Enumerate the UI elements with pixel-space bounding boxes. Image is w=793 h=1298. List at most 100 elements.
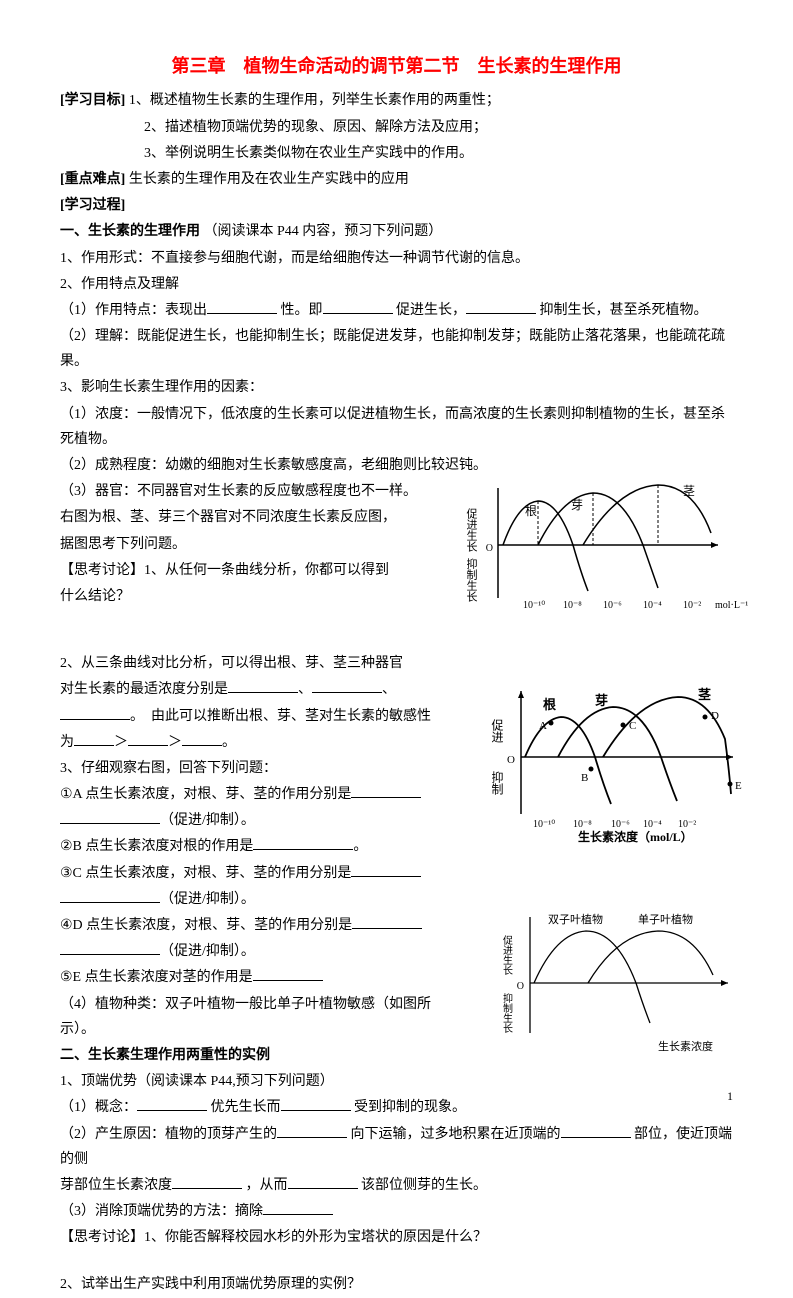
s2-1-3a: （3）消除顶端优势的方法：摘除 [60,1204,263,1219]
blank[interactable] [60,704,130,720]
blank[interactable] [312,677,382,693]
q3-1b-line: （促进/抑制）。 [60,808,464,833]
blank[interactable] [182,730,222,746]
blank[interactable] [323,298,393,314]
think2-q1: 1、你能否解释校园水杉的外形为宝塔状的原因是什么？ [144,1230,487,1245]
p3: 3、影响生长素生理作用的因素： [60,375,733,400]
svg-text:O: O [507,754,515,766]
svg-text:10⁻⁴: 10⁻⁴ [643,600,662,611]
svg-text:10⁻¹⁰: 10⁻¹⁰ [523,600,545,611]
page-number: 1 [727,1086,733,1108]
think2-label: 【思考讨论】 [60,1230,144,1245]
goal-3: 3、举例说明生长素类似物在农业生产实践中的作用。 [60,141,733,166]
p3-4: （4）植物种类：双子叶植物一般比单子叶植物敏感（如图所示）。 [60,992,464,1042]
think2-q2: 2、试举出生产实践中利用顶端优势原理的实例？ [60,1272,733,1297]
q2-c: 。 由此可以推断出根、芽、茎对生长素的敏感性 [130,709,431,724]
p2: 2、作用特点及理解 [60,272,733,297]
q3-3b: （促进/抑制）。 [160,892,255,907]
svg-text:生长素浓度（mol/L）: 生长素浓度（mol/L） [578,829,693,844]
blank[interactable] [60,939,160,955]
s2-1-1: （1）概念： 优先生长而 受到抑制的现象。 [60,1095,733,1120]
p3-1: （1）浓度：一般情况下，低浓度的生长素可以促进植物生长，而高浓度的生长素则抑制植… [60,402,733,452]
s2-1-3: （3）消除顶端优势的方法：摘除 [60,1199,733,1224]
think1-label: 【思考讨论】 [60,563,144,578]
svg-text:C: C [629,720,636,732]
q3-2-line: ②B 点生长素浓度对根的作用是。 [60,834,464,859]
svg-text:D: D [711,710,719,722]
q2-a: 2、从三条曲线对比分析，可以得出根、芽、茎三种器官 [60,651,464,676]
s2-1-2d: 芽部位生长素浓度 [60,1178,172,1193]
blank[interactable] [172,1173,242,1189]
q3-4a: ④D 点生长素浓度，对根、芽、茎的作用分别是 [60,918,352,933]
blank[interactable] [352,913,422,929]
q3-1a: ①A 点生长素浓度，对根、芽、茎的作用分别是 [60,787,351,802]
svg-text:抑制生长: 抑制生长 [465,557,478,602]
goals-label: [学习目标] [60,93,125,108]
svg-text:茎: 茎 [683,484,695,498]
svg-text:生长素浓度: 生长素浓度 [658,1039,713,1053]
svg-text:O: O [486,543,493,554]
p2-2: （2）理解：既能促进生长，也能抑制生长；既能促进发芽，也能抑制发芽；既能防止落花… [60,324,733,374]
q3-5: ⑤E 点生长素浓度对茎的作用是 [60,970,253,985]
q3-3: ③C 点生长素浓度，对根、芽、茎的作用分别是 [60,861,464,886]
blank[interactable] [281,1095,351,1111]
svg-text:10⁻⁴: 10⁻⁴ [643,819,662,830]
chapter-title: 第三章 植物生命活动的调节第二节 生长素的生理作用 [60,50,733,82]
key-label: [重点难点] [60,172,125,187]
svg-text:芽: 芽 [571,498,583,512]
blank[interactable] [561,1122,631,1138]
p3-fig2: 据图思考下列问题。 [60,532,450,557]
blank[interactable] [277,1122,347,1138]
blank[interactable] [60,808,160,824]
blank[interactable] [137,1095,207,1111]
process-label: [学习过程] [60,193,733,218]
blank[interactable] [74,730,114,746]
svg-text:抑制: 抑制 [490,770,504,795]
chart3-text: ④D 点生长素浓度，对根、芽、茎的作用分别是 （促进/抑制）。 ⑤E 点生长素浓… [60,913,464,1094]
blank[interactable] [207,298,277,314]
q2-b: 对生长素的最适浓度分别是 [60,682,228,697]
chart3-region: ④D 点生长素浓度，对根、芽、茎的作用分别是 （促进/抑制）。 ⑤E 点生长素浓… [60,913,733,1094]
blank[interactable] [351,782,421,798]
svg-text:单子叶植物: 单子叶植物 [638,912,693,926]
chart1-region: （3）器官：不同器官对生长素的反应敏感程度也不一样。 右图为根、茎、芽三个器官对… [60,479,733,650]
svg-text:促进: 促进 [490,719,504,743]
goal-2: 2、描述植物顶端优势的现象、原因、解除方法及应用； [60,115,733,140]
blank[interactable] [60,887,160,903]
blank[interactable] [228,677,298,693]
blank[interactable] [351,861,421,877]
q3-2: ②B 点生长素浓度对根的作用是 [60,839,253,854]
sec2-title: 二、生长素生理作用两重性的实例 [60,1043,464,1068]
think1-q1a: 1、从任何一条曲线分析，你都可以得到 [144,563,389,578]
blank[interactable] [128,730,168,746]
q2-d: 为 [60,735,74,750]
q2-line2: 对生长素的最适浓度分别是、、 [60,677,464,702]
key-points: [重点难点] 生长素的生理作用及在农业生产实践中的应用 [60,167,733,192]
blank[interactable] [288,1173,358,1189]
think1: 【思考讨论】1、从任何一条曲线分析，你都可以得到 [60,558,450,583]
svg-text:10⁻²: 10⁻² [678,819,696,830]
blank[interactable] [263,1199,333,1215]
svg-text:双子叶植物: 双子叶植物 [548,912,603,926]
q3-4b: （促进/抑制）。 [160,944,255,959]
svg-text:B: B [581,772,588,784]
blank[interactable] [253,965,323,981]
s2-1-2a: （2）产生原因：植物的顶芽产生的 [60,1127,277,1142]
svg-text:10⁻⁶: 10⁻⁶ [603,600,622,611]
q3-1b: （促进/抑制）。 [160,813,255,828]
blank[interactable] [466,298,536,314]
sec1-note: （阅读课本 P44 内容，预习下列问题） [204,224,443,239]
chart2-region: 2、从三条曲线对比分析，可以得出根、芽、茎三种器官 对生长素的最适浓度分别是、、… [60,651,733,912]
p3-fig1: 右图为根、茎、芽三个器官对不同浓度生长素反应图， [60,505,450,530]
p2-1b: 性。即 [281,303,323,318]
svg-text:10⁻⁸: 10⁻⁸ [573,819,592,830]
s2-1-2-cont: 芽部位生长素浓度 ，从而 该部位侧芽的生长。 [60,1173,733,1198]
section-1-heading: 一、生长素的生理作用 （阅读课本 P44 内容，预习下列问题） [60,219,733,244]
q2-line3: 。 由此可以推断出根、芽、茎对生长素的敏感性 [60,704,464,729]
s2-1-1b: 优先生长而 [211,1100,281,1115]
s2-1-1a: （1）概念： [60,1100,137,1115]
chart-3: O 促进生长 抑制生长 双子叶植物 单子叶植物 生长素浓度 [498,905,748,1055]
svg-text:10⁻²: 10⁻² [683,600,701,611]
s2-1-2: （2）产生原因：植物的顶芽产生的 向下运输，过多地积累在近顶端的 部位，使近顶端… [60,1122,733,1172]
blank[interactable] [253,834,353,850]
